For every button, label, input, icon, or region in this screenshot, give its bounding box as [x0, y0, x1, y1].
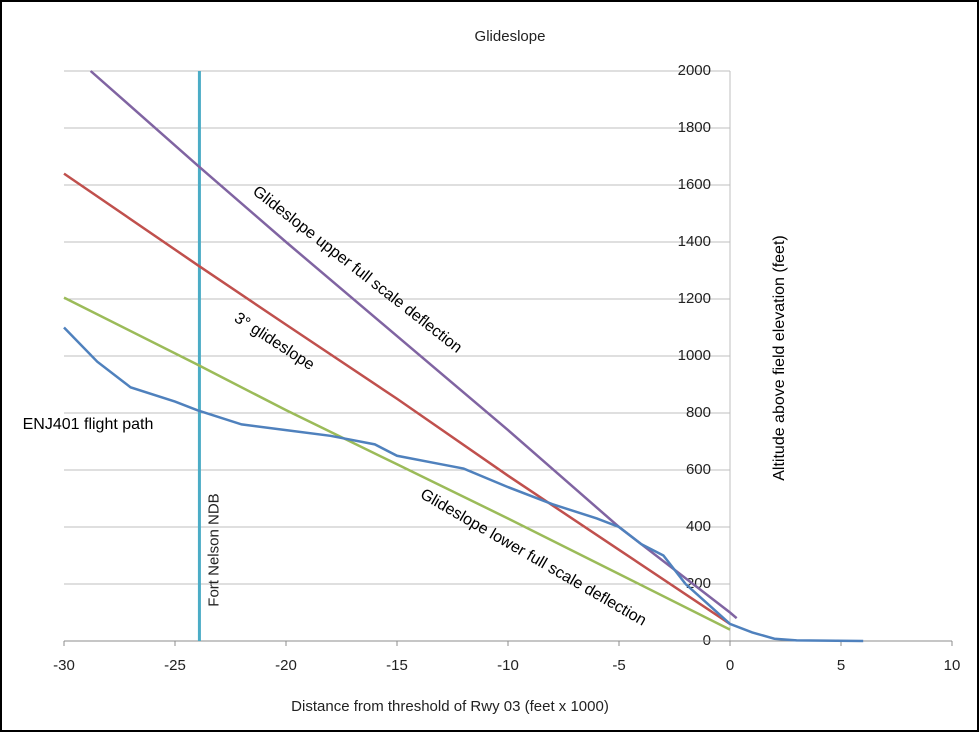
x-tick-label: -30	[53, 657, 75, 674]
y-tick-label: 1800	[678, 119, 711, 136]
y-tick-label: 1200	[678, 290, 711, 307]
reference-label: Fort Nelson NDB	[205, 493, 222, 606]
series-annotation: ENJ401 flight path	[23, 416, 154, 433]
x-tick-label: 0	[726, 657, 734, 674]
series-line	[63, 172, 731, 625]
chart-title: Glideslope	[475, 28, 546, 45]
y-tick-label: 2000	[678, 62, 711, 79]
series-line	[63, 326, 864, 643]
y-tick-label: 1600	[678, 176, 711, 193]
x-tick-label: -5	[612, 657, 625, 674]
y-axis-label: Altitude above field elevation (feet)	[771, 235, 788, 480]
series-line	[89, 70, 738, 620]
x-tick-label: 5	[837, 657, 845, 674]
y-tick-label: 400	[686, 518, 711, 535]
y-tick-label: 1400	[678, 233, 711, 250]
y-tick-label: 600	[686, 461, 711, 478]
x-tick-label: -25	[164, 657, 186, 674]
y-tick-label: 200	[686, 575, 711, 592]
y-tick-label: 800	[686, 404, 711, 421]
y-tick-label: 1000	[678, 347, 711, 364]
x-tick-label: -10	[497, 657, 519, 674]
x-tick-label: -15	[386, 657, 408, 674]
x-axis-label: Distance from threshold of Rwy 03 (feet …	[291, 698, 609, 715]
x-tick-label: 10	[944, 657, 961, 674]
x-tick-label: -20	[275, 657, 297, 674]
y-tick-label: 0	[703, 632, 711, 649]
series-line	[63, 296, 731, 631]
